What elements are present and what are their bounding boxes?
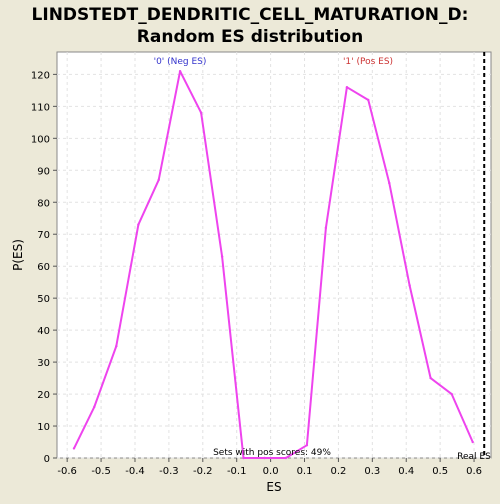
y-tick-label: 120 <box>31 70 50 81</box>
pos-es-label: '1' (Pos ES) <box>343 57 393 67</box>
y-tick-label: 80 <box>37 198 50 209</box>
x-tick-label: 0.3 <box>364 466 380 477</box>
x-tick-label: 0.2 <box>330 466 346 477</box>
data-point <box>263 456 266 460</box>
data-point <box>345 85 349 89</box>
y-tick-label: 20 <box>37 390 50 401</box>
chart-title-line2: Random ES distribution <box>137 27 363 47</box>
data-point <box>429 376 432 380</box>
data-point <box>93 405 96 409</box>
data-point <box>220 255 224 258</box>
x-tick-label: 0.1 <box>297 466 313 477</box>
y-tick-label: 40 <box>37 326 50 337</box>
data-point <box>388 181 391 185</box>
y-tick-label: 110 <box>31 102 50 113</box>
y-tick-label: 90 <box>37 166 50 177</box>
y-tick-label: 60 <box>37 262 50 273</box>
series-layer <box>72 52 486 460</box>
data-point <box>115 344 118 348</box>
data-point <box>72 447 76 450</box>
data-point <box>408 284 411 287</box>
x-tick-label: 0.5 <box>432 466 448 477</box>
es-distribution-line <box>73 70 474 459</box>
data-point <box>324 226 328 230</box>
data-point <box>471 440 474 444</box>
y-tick-label: 30 <box>37 358 50 369</box>
x-tick-label: 0.6 <box>466 466 482 477</box>
y-tick-label: 100 <box>31 134 50 145</box>
x-tick-label: -0.1 <box>227 466 247 477</box>
x-tick-label: -0.2 <box>193 466 213 477</box>
pos-scores-text: Sets with pos scores: 49% <box>213 448 331 458</box>
x-tick-label: 0.4 <box>398 466 414 477</box>
y-tick-label: 50 <box>37 294 50 305</box>
real-es-label: Real ES <box>457 452 491 462</box>
y-tick-label: 70 <box>37 230 50 241</box>
y-tick-label: 0 <box>44 454 50 465</box>
data-point <box>367 98 370 102</box>
x-tick-label: -0.6 <box>57 466 77 477</box>
x-tick-label: 0.0 <box>263 466 279 477</box>
data-point <box>157 178 160 182</box>
plot-area <box>56 51 492 459</box>
data-point <box>199 111 203 114</box>
data-point <box>305 444 309 447</box>
x-tick-label: -0.4 <box>125 466 145 477</box>
x-tick-label: -0.3 <box>159 466 179 477</box>
data-point <box>242 456 245 460</box>
data-point <box>137 223 140 226</box>
x-axis-label: ES <box>266 480 281 494</box>
y-tick-label: 10 <box>37 422 50 433</box>
chart-title-line1: LINDSTEDT_DENDRITIC_CELL_MATURATION_D: <box>32 5 469 25</box>
data-point <box>284 456 288 460</box>
axes: 0 10 20 30 40 50 60 70 80 90 100 110 120 -0.6 -0.5 -0.4… <box>31 70 482 477</box>
x-tick-label: -0.5 <box>91 466 111 477</box>
grid-lines <box>57 52 491 459</box>
data-point <box>178 69 182 73</box>
neg-es-label: '0' (Neg ES) <box>154 57 207 67</box>
y-axis-label: P(ES) <box>11 239 25 271</box>
data-point <box>450 392 453 396</box>
